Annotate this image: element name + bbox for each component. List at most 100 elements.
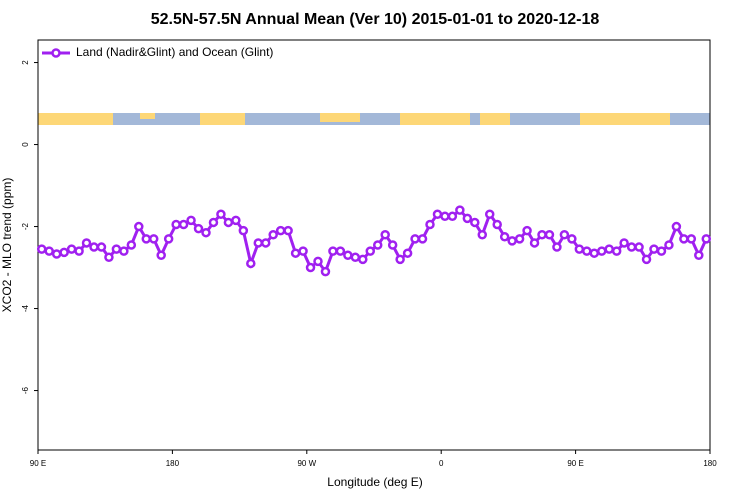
point (537, 230, 547, 240)
x-tick-label: 180 (166, 459, 180, 468)
point (507, 236, 517, 246)
point (552, 242, 562, 252)
point (440, 211, 450, 222)
point (358, 254, 368, 265)
point (246, 258, 256, 269)
point (656, 246, 667, 256)
point (455, 205, 465, 215)
point (582, 246, 592, 256)
point (320, 266, 331, 277)
point (544, 230, 555, 240)
point (275, 225, 286, 236)
point (126, 240, 137, 250)
point (372, 240, 383, 250)
point (89, 242, 99, 252)
point (477, 230, 488, 240)
point (193, 223, 204, 234)
point (208, 217, 219, 228)
point (671, 221, 682, 232)
point (410, 234, 420, 244)
point (66, 244, 77, 254)
x-tick-label: 0 (439, 459, 444, 468)
x-tick-label: 180 (703, 459, 717, 468)
point (679, 234, 689, 244)
point (163, 234, 174, 244)
point (59, 247, 69, 258)
point (574, 244, 585, 254)
point (201, 227, 211, 238)
point (499, 232, 510, 242)
y-axis-label: XCO2 - MLO trend (ppm) (0, 178, 14, 313)
legend-marker (51, 48, 61, 58)
point (604, 244, 614, 254)
point (186, 215, 196, 226)
point (619, 238, 629, 248)
point (171, 219, 181, 230)
point (253, 238, 264, 248)
point (328, 246, 338, 256)
point (701, 234, 712, 244)
legend-label: Land (Nadir&Glint) and Ocean (Glint) (76, 45, 273, 59)
point (567, 234, 577, 244)
y-tick-label: 0 (21, 142, 30, 147)
y-tick-label: -4 (21, 304, 30, 312)
point (462, 213, 473, 224)
point (81, 238, 92, 248)
point (484, 209, 495, 219)
point (514, 234, 525, 244)
point (51, 249, 62, 259)
point (611, 246, 622, 256)
point (44, 246, 54, 256)
point (178, 219, 189, 230)
point (290, 248, 301, 258)
point (596, 246, 607, 256)
point (559, 230, 570, 240)
plot-frame (37, 39, 711, 451)
point (686, 234, 697, 244)
point (641, 254, 652, 265)
point (470, 217, 480, 228)
point (305, 262, 316, 273)
point (119, 246, 129, 256)
point (268, 230, 278, 240)
point (529, 238, 540, 248)
point (626, 242, 637, 252)
point (223, 217, 234, 228)
x-axis-label: Longitude (deg E) (327, 475, 422, 489)
point (417, 234, 428, 244)
y-tick-label: -6 (21, 386, 30, 394)
point (74, 246, 84, 256)
map-strip (38, 113, 710, 125)
point (148, 234, 159, 244)
point (111, 244, 122, 254)
y-tick-label: 2 (21, 60, 30, 65)
point (216, 209, 226, 219)
point (104, 252, 114, 263)
point (664, 240, 674, 250)
point (387, 240, 398, 250)
point (298, 246, 308, 256)
x-tick-label: 90 E (567, 459, 583, 468)
point (134, 221, 144, 232)
point (447, 211, 458, 222)
point (432, 209, 443, 219)
point (238, 225, 249, 236)
x-tick-label: 90 E (30, 459, 46, 468)
point (694, 250, 704, 260)
point (335, 246, 346, 256)
point (231, 215, 241, 226)
point (313, 256, 323, 267)
point (522, 225, 532, 236)
point (343, 250, 353, 260)
chart-title: 52.5N-57.5N Annual Mean (Ver 10) 2015-01… (151, 11, 600, 28)
point (96, 242, 107, 252)
point (492, 219, 502, 230)
point (589, 248, 600, 258)
y-tick-label: -2 (21, 222, 30, 230)
point (634, 242, 644, 252)
point (395, 254, 405, 265)
point (365, 246, 376, 256)
point (649, 244, 659, 254)
